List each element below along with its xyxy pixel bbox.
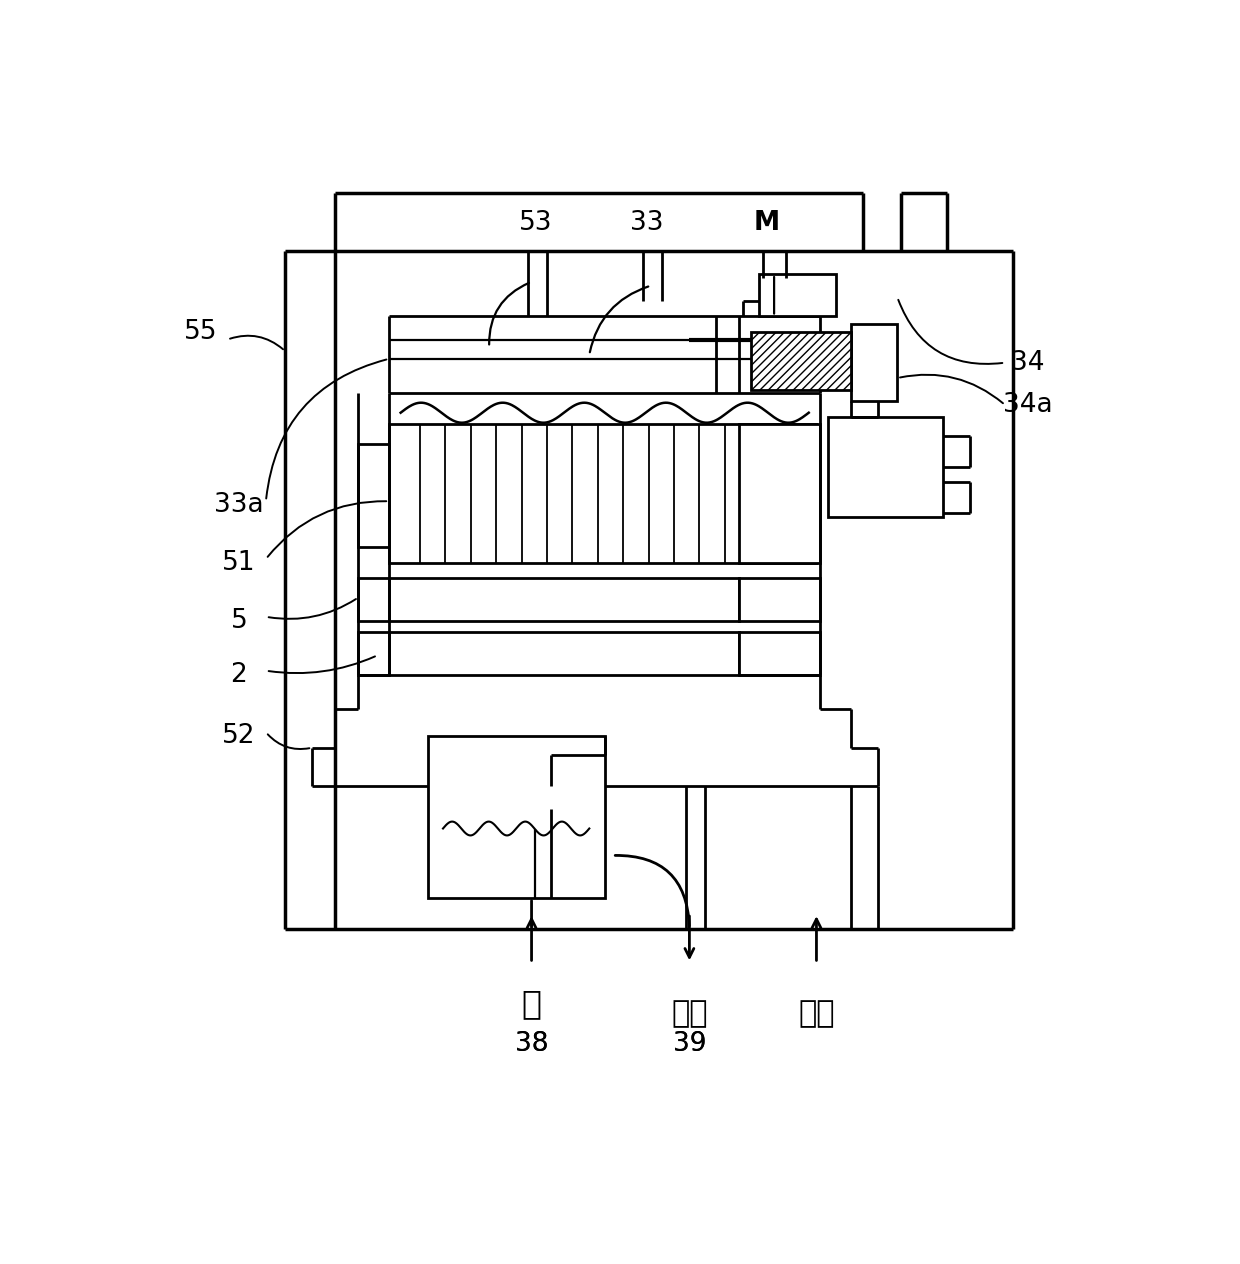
Text: 热水: 热水	[671, 999, 708, 1028]
Bar	[739, 578, 821, 621]
Text: 水: 水	[522, 987, 542, 1020]
Text: 38: 38	[515, 1031, 548, 1057]
Bar	[851, 324, 898, 401]
Bar	[751, 332, 851, 389]
Bar	[428, 736, 605, 897]
Text: 33: 33	[630, 210, 663, 235]
Bar	[358, 578, 389, 621]
Text: 33a: 33a	[215, 492, 264, 518]
Bar	[389, 425, 816, 562]
Text: 39: 39	[672, 1031, 706, 1057]
Text: 53: 53	[518, 210, 552, 235]
Text: 34: 34	[1012, 350, 1045, 375]
Bar	[389, 578, 739, 621]
Text: 51: 51	[222, 550, 255, 576]
Text: 燃气: 燃气	[799, 999, 835, 1028]
Text: 5: 5	[231, 608, 247, 633]
Text: 2: 2	[231, 661, 247, 688]
Text: 52: 52	[222, 723, 255, 750]
Bar	[759, 274, 836, 316]
Text: 39: 39	[672, 1031, 706, 1057]
Bar	[739, 425, 821, 562]
Text: 55: 55	[184, 319, 217, 345]
Bar	[828, 417, 944, 517]
Text: M: M	[754, 210, 780, 235]
Bar	[358, 444, 389, 547]
Bar	[389, 632, 739, 675]
Bar	[739, 632, 821, 675]
Text: 34a: 34a	[1003, 392, 1053, 418]
Bar	[358, 632, 389, 675]
Text: 38: 38	[515, 1031, 548, 1057]
